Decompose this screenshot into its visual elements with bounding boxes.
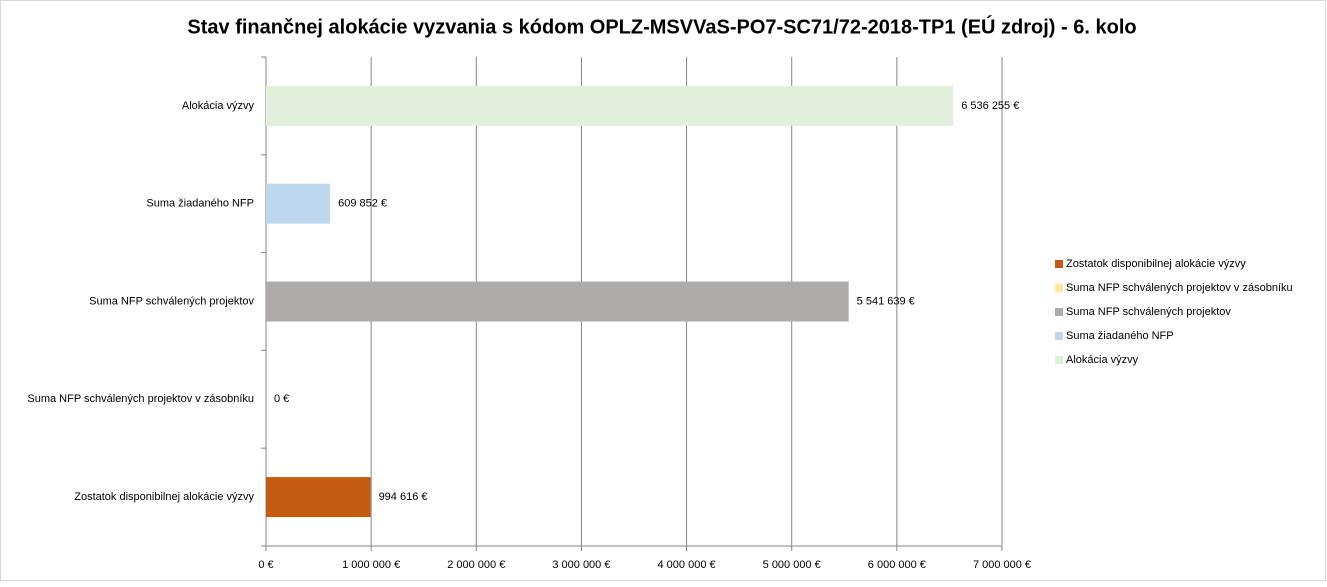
bar — [266, 183, 331, 224]
y-tick-label: Alokácia výzvy — [182, 100, 255, 112]
legend-swatch — [1055, 356, 1063, 364]
value-label: 5 541 639 € — [857, 295, 915, 307]
y-tick-label: Suma NFP schválených projektov — [89, 295, 254, 307]
chart-title: Stav finančnej alokácie vyzvania s kódom… — [187, 14, 1136, 38]
legend-label: Suma NFP schválených projektov — [1066, 306, 1231, 318]
x-tick-label: 4 000 000 € — [658, 559, 716, 571]
value-label: 609 852 € — [338, 198, 387, 210]
x-tick-label: 3 000 000 € — [552, 559, 610, 571]
legend-label: Suma žiadaného NFP — [1066, 330, 1174, 342]
bar — [266, 85, 954, 126]
value-label: 6 536 255 € — [961, 100, 1019, 112]
legend-label: Zostatok disponibilnej alokácie výzvy — [1066, 258, 1246, 270]
legend-label: Suma NFP schválených projektov v zásobní… — [1066, 282, 1293, 294]
y-tick-label: Suma NFP schválených projektov v zásobní… — [27, 393, 254, 405]
x-tick-label: 7 000 000 € — [973, 559, 1031, 571]
x-tick-label: 0 € — [258, 559, 273, 571]
x-tick-label: 1 000 000 € — [342, 559, 400, 571]
x-tick-label: 6 000 000 € — [868, 559, 926, 571]
value-label: 0 € — [274, 393, 289, 405]
bar — [266, 281, 849, 322]
bar — [266, 477, 371, 518]
x-tick-label: 2 000 000 € — [447, 559, 505, 571]
legend-swatch — [1055, 308, 1063, 316]
x-tick-label: 5 000 000 € — [763, 559, 821, 571]
legend-label: Alokácia výzvy — [1066, 354, 1139, 366]
legend-swatch — [1055, 284, 1063, 292]
y-tick-label: Zostatok disponibilnej alokácie výzvy — [74, 491, 254, 503]
legend-swatch — [1055, 332, 1063, 340]
y-tick-label: Suma žiadaného NFP — [146, 198, 254, 210]
value-label: 994 616 € — [379, 491, 428, 503]
legend-swatch — [1055, 260, 1063, 268]
